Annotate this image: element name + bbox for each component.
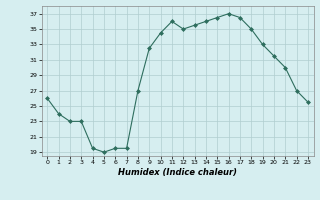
X-axis label: Humidex (Indice chaleur): Humidex (Indice chaleur) bbox=[118, 168, 237, 177]
